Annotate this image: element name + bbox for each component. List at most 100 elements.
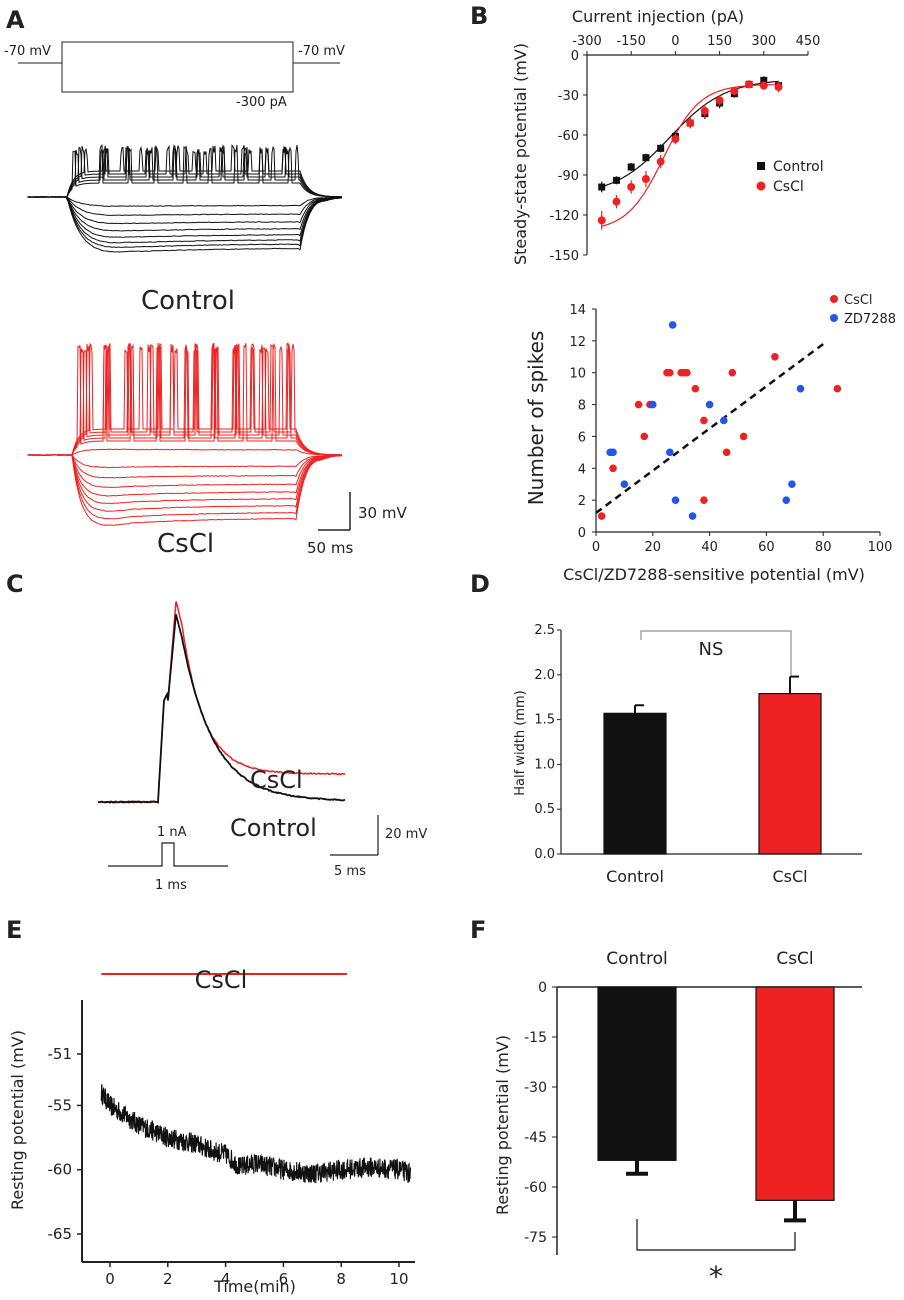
panel-label-b: B bbox=[470, 2, 488, 30]
panel-label-f: F bbox=[470, 916, 486, 944]
bb-zd-point bbox=[620, 480, 629, 489]
bb-zd-point bbox=[782, 496, 791, 504]
a-control-traces bbox=[27, 144, 343, 253]
a-cscl-hyperpolarized-trace bbox=[27, 454, 343, 505]
e-ytick-label: -65 bbox=[48, 1225, 73, 1243]
a-control-label: Control bbox=[141, 286, 235, 316]
bb-zd-point bbox=[720, 416, 728, 425]
a-control-hyperpolarized-trace bbox=[27, 196, 343, 207]
bt-control-point bbox=[598, 183, 606, 191]
bb-cscl-point bbox=[634, 400, 643, 409]
d-ytick-label: 2.0 bbox=[534, 668, 555, 683]
bt-cscl-fit bbox=[601, 83, 779, 227]
bb-legend: CsCl ZD7288 bbox=[830, 293, 896, 327]
bb-cscl-point bbox=[739, 432, 748, 441]
e-xtick-label: 4 bbox=[221, 1270, 231, 1288]
d-bar-cscl bbox=[758, 693, 822, 855]
bt-cscl-point bbox=[671, 135, 680, 143]
f-ylabel: Resting potential (mV) bbox=[493, 1035, 512, 1215]
bb-cscl-point bbox=[691, 384, 700, 393]
e-ytick-label: -55 bbox=[48, 1096, 73, 1114]
d-significance-bracket bbox=[640, 630, 792, 676]
a-cscl-hyperpolarized-trace bbox=[27, 454, 343, 520]
a-cscl-hyperpolarized-trace bbox=[27, 454, 343, 497]
bb-cscl-point bbox=[722, 448, 731, 457]
panel-label-c: C bbox=[6, 570, 24, 598]
panel-e: 0 2 4 6 8 10 -51 -55 -60 -65 Time(min) Resting po… bbox=[8, 966, 415, 1296]
a-control-depolarized-trace bbox=[28, 144, 342, 198]
a-control-hyperpolarized-trace bbox=[27, 196, 342, 244]
f-ytick-label: -75 bbox=[524, 1230, 547, 1246]
c-stimulus-trace bbox=[108, 842, 228, 867]
bb-ytick-label: 14 bbox=[569, 303, 586, 318]
bt-xtick-label: -150 bbox=[616, 34, 646, 49]
bb-cscl-point bbox=[771, 352, 779, 361]
d-ytick-label: 2.5 bbox=[534, 623, 555, 638]
bb-axes bbox=[592, 308, 881, 536]
bt-ytick-label: -60 bbox=[558, 129, 579, 144]
c-stimulus-amplitude-label: 1 nA bbox=[157, 825, 187, 840]
bt-ytick-label: 0 bbox=[571, 49, 579, 64]
a-control-hyperpolarized-trace bbox=[27, 196, 343, 225]
bb-legend-cscl-label: CsCl bbox=[844, 293, 873, 308]
a-control-depolarized-trace bbox=[28, 144, 342, 198]
e-drug-label: CsCl bbox=[195, 966, 248, 994]
bb-zd-point bbox=[666, 448, 674, 457]
bb-cscl-point bbox=[666, 368, 674, 377]
e-plot-area bbox=[100, 973, 412, 1184]
e-xlabel: Time(min) bbox=[213, 1277, 296, 1296]
panel-a: -70 mV -70 mV -300 pA Control CsCl 30 mV… bbox=[4, 41, 407, 559]
panel-f: 0-15-30-45-60-75 Resting potential (mV) … bbox=[493, 949, 862, 1293]
c-control-trace bbox=[98, 614, 346, 804]
a-control-hyperpolarized-trace bbox=[27, 196, 343, 249]
a-scale-bar bbox=[318, 492, 351, 531]
bb-zd-point bbox=[705, 400, 714, 409]
f-xtick-cscl: CsCl bbox=[776, 949, 813, 969]
a-cscl-hyperpolarized-trace bbox=[27, 454, 343, 488]
d-xtick-control: Control bbox=[606, 867, 664, 886]
bt-legend-cscl-marker bbox=[756, 181, 766, 191]
a-cscl-depolarized-trace bbox=[28, 343, 342, 456]
bt-cscl-point bbox=[641, 175, 650, 183]
bt-cscl-point bbox=[715, 96, 724, 105]
a-cscl-hyperpolarized-trace bbox=[27, 454, 343, 479]
bb-cscl-point bbox=[833, 384, 842, 393]
a-scale-voltage-label: 30 mV bbox=[358, 504, 407, 522]
panel-label-e: E bbox=[6, 916, 22, 944]
e-axes bbox=[77, 1000, 415, 1267]
bb-xtick-label: 40 bbox=[701, 540, 718, 555]
a-control-hyperpolarized-trace bbox=[27, 196, 342, 217]
a-control-depolarized-trace bbox=[28, 144, 342, 198]
a-cscl-hyperpolarized-trace bbox=[27, 454, 343, 469]
bt-axes bbox=[583, 51, 809, 256]
d-ytick-label: 0.5 bbox=[534, 802, 555, 817]
a-control-depolarized-trace bbox=[28, 144, 343, 198]
bt-cscl-point bbox=[686, 119, 695, 127]
f-ytick-label: -30 bbox=[524, 1080, 547, 1096]
bb-legend-zd-label: ZD7288 bbox=[844, 312, 896, 327]
c-stimulus-duration-label: 1 ms bbox=[155, 878, 187, 893]
bt-cscl-point bbox=[627, 183, 636, 191]
bb-legend-zd-marker bbox=[830, 314, 838, 322]
panel-b-spikes: 0 20 40 60 80 100 0 2 4 6 8 10 12 14 CsCl/ZD7288-sens… bbox=[524, 293, 896, 584]
bb-zd-point bbox=[796, 384, 805, 393]
bt-ytick-label: -120 bbox=[549, 209, 579, 224]
bt-legend-control-marker bbox=[757, 162, 765, 170]
f-bar-cscl bbox=[755, 986, 835, 1201]
e-ytick-label: -60 bbox=[48, 1161, 73, 1179]
bt-control-point bbox=[612, 176, 620, 184]
a-stimulus-protocol bbox=[18, 41, 340, 93]
e-xtick-label: 2 bbox=[163, 1270, 173, 1288]
bb-zd-point bbox=[671, 496, 680, 504]
bb-plot-area bbox=[595, 321, 842, 520]
bt-xtick-label: -300 bbox=[572, 34, 602, 49]
d-xtick-cscl: CsCl bbox=[772, 867, 807, 886]
e-ytick-label: -51 bbox=[48, 1045, 73, 1063]
e-xtick-label: 10 bbox=[389, 1270, 408, 1288]
bt-cscl-point bbox=[730, 87, 739, 95]
bb-legend-cscl-marker bbox=[830, 295, 838, 303]
e-resting-trace bbox=[100, 1084, 412, 1184]
bb-cscl-point bbox=[728, 368, 737, 377]
bt-ylabel: Steady-state potential (mV) bbox=[511, 43, 530, 265]
bb-ytick-label: 4 bbox=[578, 462, 586, 477]
